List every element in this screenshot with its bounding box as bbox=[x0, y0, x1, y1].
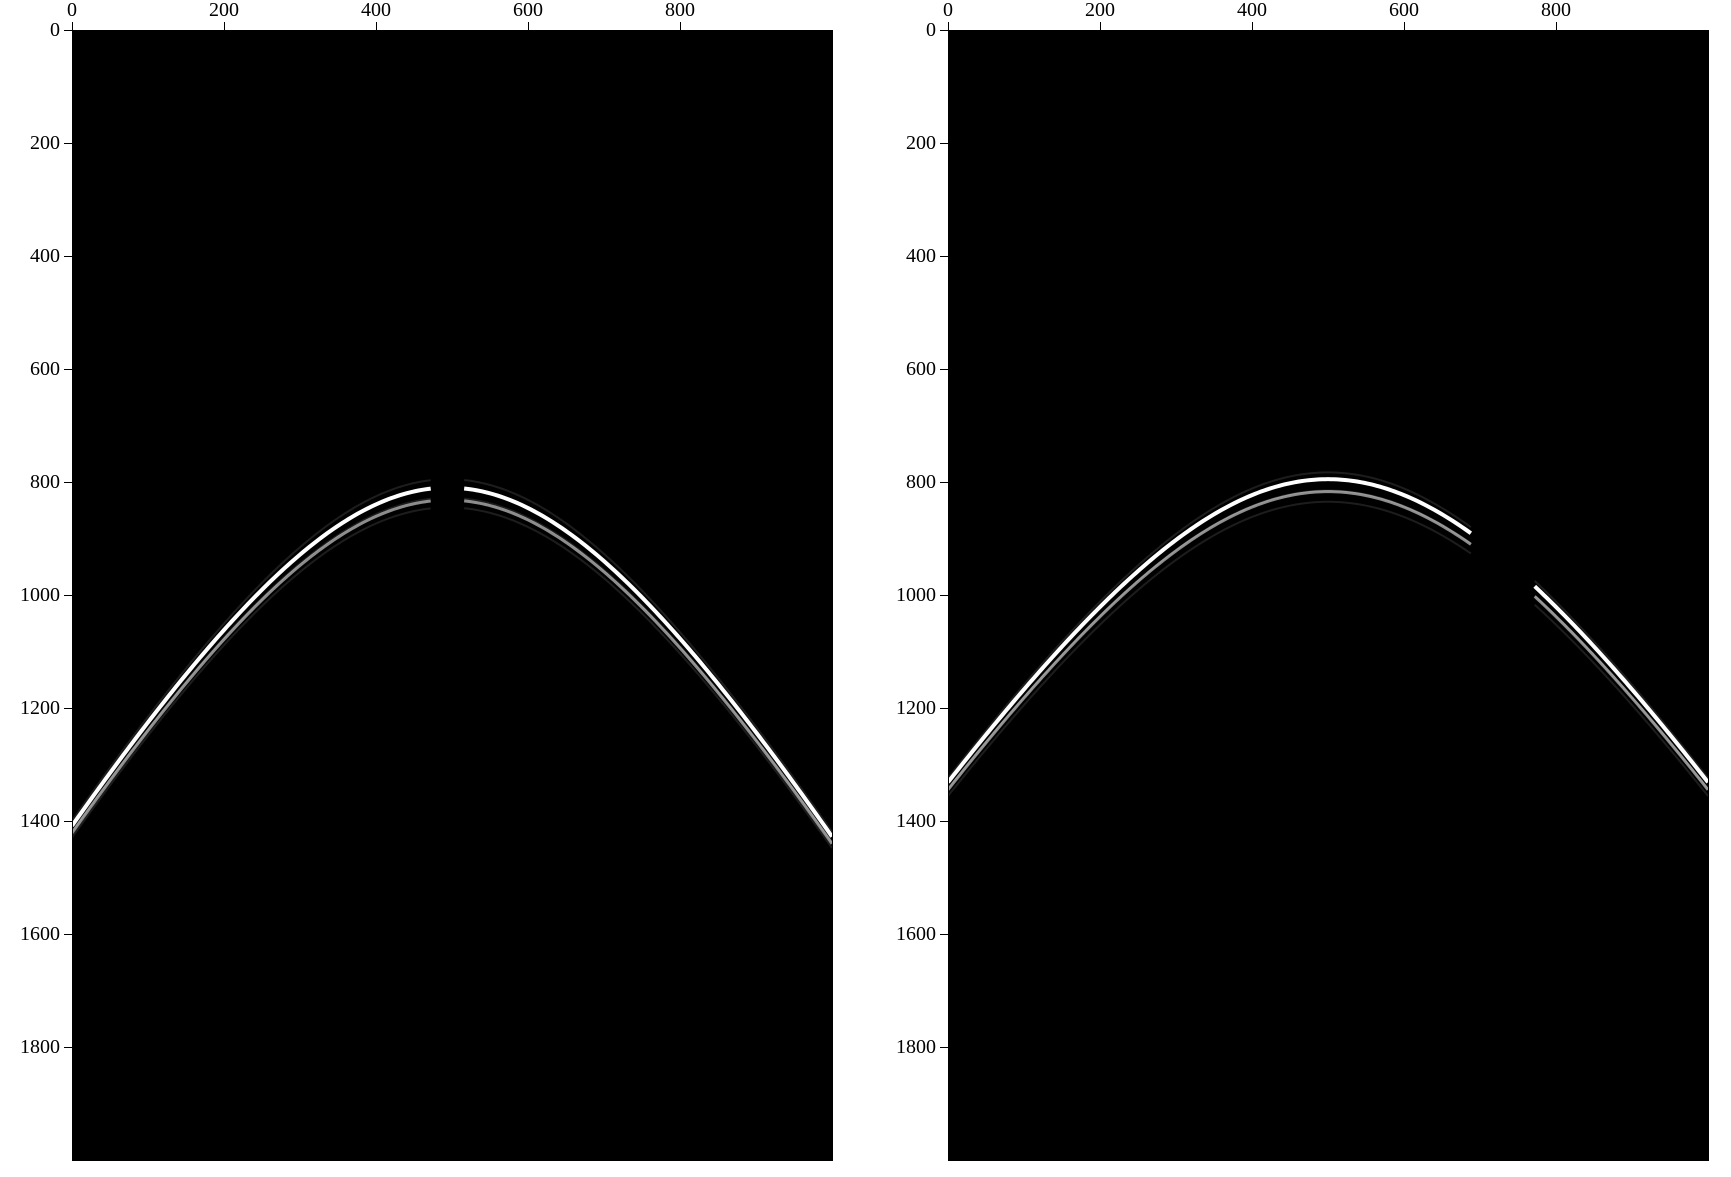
y-tick-mark bbox=[940, 256, 948, 257]
x-tick-label: 800 bbox=[1541, 0, 1571, 20]
panel-right: 0 200 400 600 800 0 200 400 600 800 1000 1200 1400 16… bbox=[0, 0, 1731, 1177]
plot-area-right bbox=[948, 30, 1708, 1160]
y-tick-mark bbox=[940, 369, 948, 370]
seismic-image-right bbox=[948, 30, 1708, 1160]
y-tick-mark bbox=[940, 143, 948, 144]
x-tick-label: 0 bbox=[943, 0, 953, 20]
y-tick-mark bbox=[940, 1047, 948, 1048]
y-tick-label: 800 bbox=[906, 472, 936, 492]
figure-root: 0 200 400 600 800 0 200 400 600 800 1000 1200 1400 16… bbox=[0, 0, 1731, 1177]
x-tick-label: 200 bbox=[1085, 0, 1115, 20]
y-tick-label: 200 bbox=[906, 133, 936, 153]
y-tick-mark bbox=[940, 934, 948, 935]
x-tick-mark bbox=[1252, 22, 1253, 30]
y-tick-label: 1800 bbox=[896, 1037, 936, 1057]
y-tick-mark bbox=[940, 595, 948, 596]
y-tick-mark bbox=[940, 30, 948, 31]
y-tick-label: 1600 bbox=[896, 924, 936, 944]
y-tick-label: 600 bbox=[906, 359, 936, 379]
y-tick-mark bbox=[940, 708, 948, 709]
y-tick-label: 1200 bbox=[896, 698, 936, 718]
y-tick-mark bbox=[940, 821, 948, 822]
y-tick-label: 1000 bbox=[896, 585, 936, 605]
y-tick-label: 1400 bbox=[896, 811, 936, 831]
y-tick-label: 400 bbox=[906, 246, 936, 266]
y-tick-label: 0 bbox=[926, 20, 936, 40]
x-tick-label: 600 bbox=[1389, 0, 1419, 20]
x-tick-mark bbox=[1556, 22, 1557, 30]
x-tick-mark bbox=[1404, 22, 1405, 30]
x-tick-mark bbox=[1100, 22, 1101, 30]
x-tick-mark bbox=[948, 22, 949, 30]
x-tick-label: 400 bbox=[1237, 0, 1267, 20]
y-tick-mark bbox=[940, 482, 948, 483]
